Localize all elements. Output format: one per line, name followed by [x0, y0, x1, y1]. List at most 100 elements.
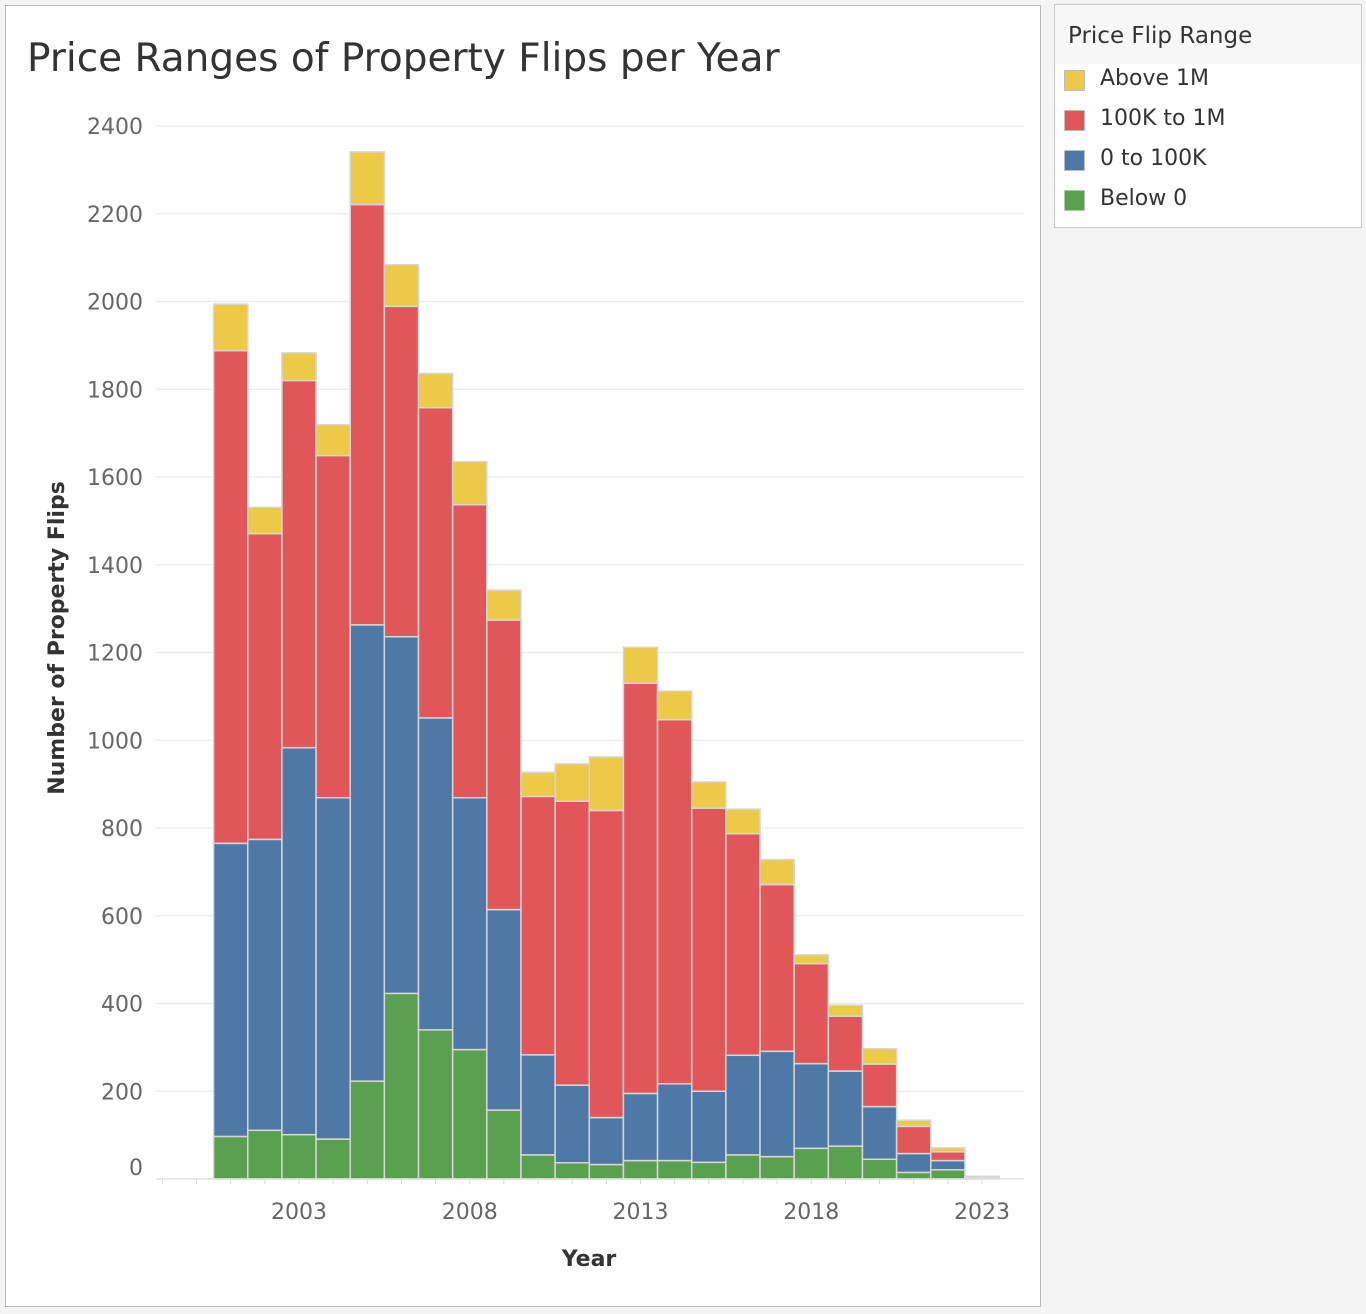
bar-segment-above-1m-2005[interactable] [349, 151, 386, 206]
bar-segment-above-1m-2011[interactable] [554, 763, 591, 802]
bar-segment-0-to-100k-2011[interactable] [554, 1084, 591, 1164]
bar-segment-100k-to-1m-2015[interactable] [690, 807, 727, 1092]
bar-segment-0-to-100k-2012[interactable] [588, 1116, 625, 1166]
bar-segment-100k-to-1m-2003[interactable] [281, 379, 317, 749]
bar-segment-100k-to-1m-2010[interactable] [520, 795, 556, 1056]
bar-segment-0-to-100k-2014[interactable] [656, 1083, 693, 1162]
bar-segment-0-to-100k-2009[interactable] [486, 908, 522, 1111]
bar-segment-100k-to-1m-2017[interactable] [759, 883, 795, 1053]
bar-segment-below-0-2018[interactable] [793, 1147, 830, 1180]
legend-item-above-1m[interactable]: Above 1M [1055, 64, 1361, 104]
bar-segment-below-0-2009[interactable] [486, 1109, 522, 1180]
bar-segment-0-to-100k-2018[interactable] [793, 1062, 830, 1150]
bar-segment-100k-to-1m-2022[interactable] [930, 1151, 966, 1162]
bar-segment-above-1m-2012[interactable] [588, 756, 625, 812]
bar-segment-0-to-100k-2005[interactable] [349, 624, 386, 1082]
bar-segment-above-1m-2018[interactable] [793, 954, 830, 965]
bar-segment-100k-to-1m-2004[interactable] [315, 454, 351, 799]
bar-segment-above-1m-2019[interactable] [827, 1004, 864, 1017]
bar-segment-below-0-2016[interactable] [725, 1154, 761, 1180]
bar-segment-below-0-2020[interactable] [861, 1158, 898, 1180]
bar-segment-above-1m-2009[interactable] [486, 589, 522, 621]
bar-segment-0-to-100k-2022[interactable] [930, 1159, 966, 1171]
bar-segment-below-0-2012[interactable] [588, 1163, 625, 1180]
bar-segment-above-1m-2008[interactable] [451, 460, 488, 506]
bar-segment-below-0-2003[interactable] [281, 1133, 317, 1180]
bar-segment-above-1m-2013[interactable] [622, 646, 659, 684]
bar-segment-0-to-100k-2017[interactable] [759, 1050, 795, 1158]
bar-segment-0-to-100k-2003[interactable] [281, 746, 317, 1136]
bar-segment-100k-to-1m-2013[interactable] [622, 682, 659, 1095]
bar-segment-below-0-2008[interactable] [451, 1048, 488, 1180]
bar-segment-100k-to-1m-2002[interactable] [247, 532, 283, 841]
bar-segment-100k-to-1m-2005[interactable] [349, 203, 386, 626]
bar-segment-0-to-100k-2020[interactable] [861, 1105, 898, 1161]
bar-segment-100k-to-1m-2007[interactable] [417, 406, 454, 719]
bar-segment-below-0-2006[interactable] [383, 992, 420, 1180]
bar-segment-above-1m-2010[interactable] [520, 771, 556, 798]
bar-segment-above-1m-2020[interactable] [861, 1047, 898, 1065]
bar-segment-below-0-2007[interactable] [417, 1029, 454, 1180]
axes: 0 200 400 600 800 1000 1200 1400 1600 1800 2000 220… [87, 115, 1024, 1225]
bar-segment-0-to-100k-2002[interactable] [247, 838, 283, 1132]
bar-segment-above-1m-2002[interactable] [247, 506, 283, 535]
legend-item-0-to-100k[interactable]: 0 to 100K [1055, 144, 1361, 184]
bar-segment-0-to-100k-2016[interactable] [725, 1054, 761, 1156]
bar-segment-above-1m-2023[interactable] [964, 1175, 1000, 1178]
bar-segment-above-1m-2022[interactable] [930, 1147, 966, 1153]
legend-item-below-0[interactable]: Below 0 [1055, 184, 1361, 224]
bar-segment-100k-to-1m-2021[interactable] [895, 1125, 932, 1155]
bar-segment-100k-to-1m-2014[interactable] [656, 718, 693, 1085]
bar-segment-0-to-100k-2010[interactable] [520, 1054, 556, 1156]
x-tick-label: 2013 [613, 1200, 669, 1225]
bar-segment-below-0-2002[interactable] [247, 1129, 283, 1180]
bar-segment-0-to-100k-2008[interactable] [451, 796, 488, 1051]
bar-segment-below-0-2004[interactable] [315, 1138, 351, 1180]
bar-segment-100k-to-1m-2012[interactable] [588, 809, 625, 1119]
bar-segment-above-1m-2017[interactable] [759, 858, 795, 886]
bar-segment-0-to-100k-2004[interactable] [315, 796, 351, 1140]
bar-segment-below-0-2005[interactable] [349, 1080, 386, 1180]
bar-segment-100k-to-1m-2008[interactable] [451, 503, 488, 799]
bar-segment-100k-to-1m-2016[interactable] [725, 832, 761, 1057]
bar-segment-above-1m-2006[interactable] [383, 263, 420, 308]
y-tick-label: 0 [129, 1156, 143, 1181]
bar-segment-0-to-100k-2015[interactable] [690, 1090, 727, 1164]
legend-swatch [1064, 110, 1085, 131]
bar-segment-0-to-100k-2006[interactable] [383, 635, 420, 995]
bar-segment-below-0-2021[interactable] [895, 1171, 932, 1180]
bar-segment-0-to-100k-2019[interactable] [827, 1070, 864, 1147]
legend: Price Flip Range Above 1M 100K to 1M 0 t… [1054, 4, 1362, 228]
bar-segment-above-1m-2015[interactable] [690, 781, 727, 810]
bar-segment-above-1m-2014[interactable] [656, 690, 693, 721]
bar-segment-100k-to-1m-2019[interactable] [827, 1015, 864, 1072]
bar-segment-above-1m-2001[interactable] [212, 303, 249, 352]
bar-segment-100k-to-1m-2020[interactable] [861, 1063, 898, 1108]
bar-segment-above-1m-2021[interactable] [895, 1119, 932, 1128]
legend-label: Above 1M [1100, 66, 1210, 91]
bar-segment-100k-to-1m-2011[interactable] [554, 800, 591, 1086]
bar-segment-0-to-100k-2001[interactable] [212, 842, 249, 1138]
bar-segment-above-1m-2004[interactable] [315, 424, 351, 457]
legend-item-100k-to-1m[interactable]: 100K to 1M [1055, 104, 1361, 144]
bar-segment-100k-to-1m-2001[interactable] [212, 349, 249, 845]
bar-segment-below-0-2022[interactable] [930, 1169, 966, 1180]
bar-segment-100k-to-1m-2006[interactable] [383, 305, 420, 638]
bar-segment-below-0-2010[interactable] [520, 1154, 556, 1180]
bar-segment-below-0-2014[interactable] [656, 1159, 693, 1180]
bar-segment-below-0-2017[interactable] [759, 1155, 795, 1180]
bar-segment-0-to-100k-2007[interactable] [417, 717, 454, 1031]
bar-segment-below-0-2019[interactable] [827, 1145, 864, 1180]
bar-segment-0-to-100k-2013[interactable] [622, 1092, 659, 1162]
bar-segment-100k-to-1m-2009[interactable] [486, 619, 522, 911]
bar-segment-below-0-2013[interactable] [622, 1159, 659, 1180]
chart-panel: Price Ranges of Property Flips per Year … [5, 5, 1041, 1307]
bar-segment-above-1m-2007[interactable] [417, 372, 454, 409]
bar-segment-below-0-2011[interactable] [554, 1162, 591, 1180]
bar-segment-0-to-100k-2021[interactable] [895, 1152, 932, 1174]
bar-segment-above-1m-2016[interactable] [725, 808, 761, 835]
bar-segment-below-0-2015[interactable] [690, 1161, 727, 1180]
bar-segment-below-0-2001[interactable] [212, 1135, 249, 1180]
bar-segment-above-1m-2003[interactable] [281, 352, 317, 382]
bar-segment-100k-to-1m-2018[interactable] [793, 962, 830, 1065]
